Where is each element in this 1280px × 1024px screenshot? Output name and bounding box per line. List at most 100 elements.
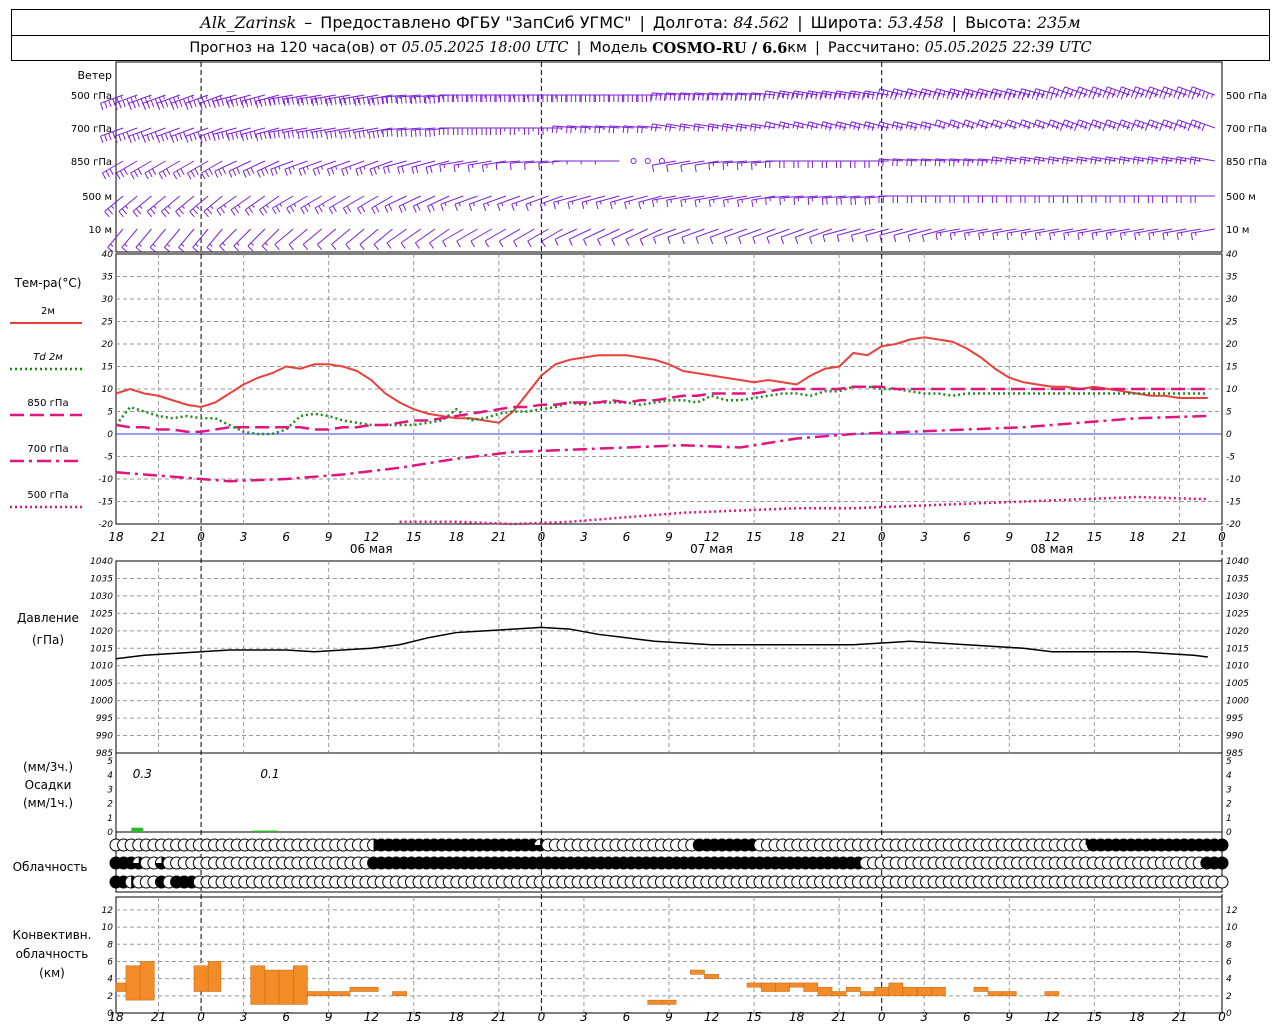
wind-barb xyxy=(948,119,975,130)
wind-barb xyxy=(1189,86,1216,100)
wind-barb xyxy=(302,228,322,251)
wind-barb xyxy=(666,195,691,208)
temp-ytick-label-right: -15 xyxy=(1226,498,1241,508)
conv-ytick-label: 2 xyxy=(107,992,113,1002)
wind-barb xyxy=(721,123,748,132)
x-tick-label: 0 xyxy=(878,530,886,544)
day-label: 06 мая xyxy=(350,542,393,556)
wind-barb xyxy=(128,94,152,110)
wind-barb xyxy=(158,160,181,180)
wind-barb xyxy=(261,228,280,252)
wind-barb xyxy=(976,88,1003,101)
wind-barb xyxy=(821,195,847,206)
wind-barb xyxy=(821,160,847,168)
wind-barb xyxy=(836,195,861,206)
wind-barb xyxy=(144,160,166,180)
wind-barb xyxy=(609,195,634,210)
wind-barb xyxy=(1019,156,1045,165)
x-tick-label-bottom: 15 xyxy=(406,1010,421,1024)
x-tick-label: 9 xyxy=(325,530,333,544)
wind-barb xyxy=(149,228,167,253)
precip-title: Осадки xyxy=(25,778,72,792)
wind-barb xyxy=(865,228,889,243)
wind-barb xyxy=(809,228,833,244)
conv-ytick-label: 8 xyxy=(107,940,113,950)
conv-bar xyxy=(349,986,379,992)
x-tick-label: 15 xyxy=(1087,530,1102,544)
conv-bar xyxy=(789,982,804,988)
wind-barb xyxy=(354,127,379,140)
wind-barb xyxy=(893,228,918,243)
wind-barb xyxy=(527,228,549,248)
wind-barb xyxy=(1118,86,1145,100)
pressure-ytick-label-right: 1040 xyxy=(1226,557,1249,567)
wind-barb xyxy=(146,195,166,218)
wind-barb xyxy=(1176,228,1201,241)
wind-barb xyxy=(806,121,833,130)
wind-barb xyxy=(650,123,677,132)
wind-barb xyxy=(653,228,677,244)
wind-barb xyxy=(368,94,393,107)
x-tick-label-bottom: 0 xyxy=(197,1010,205,1024)
conv-bar xyxy=(845,986,861,992)
conv-bar xyxy=(775,982,790,992)
wind-barb xyxy=(340,94,365,107)
wind-barb xyxy=(637,94,662,102)
wind-barb xyxy=(879,228,904,243)
x-tick-label: 6 xyxy=(623,530,631,544)
wind-barb xyxy=(664,123,691,132)
x-tick-label-bottom: 12 xyxy=(364,1010,379,1024)
wind-barb xyxy=(156,127,180,143)
temp-series-line xyxy=(115,385,1208,436)
wind-barb xyxy=(397,160,421,175)
wind-barb xyxy=(410,94,436,105)
wind-barb xyxy=(792,90,818,101)
temp-ytick-label-right: 35 xyxy=(1226,273,1238,283)
wind-barb xyxy=(822,228,847,243)
wind-level-label: 700 гПа xyxy=(71,124,112,135)
wind-barb xyxy=(118,195,138,218)
temp-ytick-label: -10 xyxy=(98,475,113,485)
wind-barb xyxy=(779,195,804,206)
wind-barb xyxy=(511,195,535,211)
wind-barb xyxy=(597,228,620,246)
wind-barb xyxy=(132,195,152,218)
wind-barb xyxy=(920,121,946,131)
wind-barb xyxy=(1076,86,1102,100)
precip-ytick-label: 1 xyxy=(107,814,113,824)
conv-title-line: Конвективн. xyxy=(13,928,92,942)
precip-annotation: 0.3 xyxy=(133,767,152,781)
temp-ytick-label-right: -5 xyxy=(1226,453,1235,463)
wind-barb xyxy=(694,195,719,208)
conv-bar xyxy=(661,999,677,1005)
wind-barb xyxy=(244,195,266,216)
wind-barb xyxy=(1161,86,1187,100)
wind-barb xyxy=(721,92,748,102)
temp-ytick-label-right: 5 xyxy=(1226,408,1232,418)
x-tick-label: 18 xyxy=(108,530,124,544)
wind-barb xyxy=(907,228,932,243)
precip-ytick-label-right: 3 xyxy=(1226,785,1232,795)
wind-barb xyxy=(764,90,790,101)
x-tick-label: 15 xyxy=(406,530,421,544)
wind-barb xyxy=(978,228,1003,241)
wind-barb xyxy=(834,121,861,131)
wind-title: Ветер xyxy=(78,69,112,82)
wind-barb xyxy=(877,158,904,167)
conv-bar xyxy=(278,969,294,1005)
wind-barb xyxy=(1104,119,1131,131)
wind-barb xyxy=(175,195,195,218)
conv-bar xyxy=(139,961,155,1001)
wind-barb xyxy=(764,121,790,130)
wind-barb xyxy=(1047,86,1074,100)
x-tick-label: 15 xyxy=(746,530,761,544)
wind-barb xyxy=(1161,156,1187,165)
wind-barb xyxy=(990,119,1017,130)
wind-barb xyxy=(990,88,1017,101)
wind-barb xyxy=(877,121,904,131)
wind-barb xyxy=(636,125,662,134)
wind-barb xyxy=(949,228,974,241)
temp-series-line xyxy=(115,336,1208,424)
wind-barb xyxy=(272,195,294,215)
wind-barb xyxy=(453,160,478,173)
